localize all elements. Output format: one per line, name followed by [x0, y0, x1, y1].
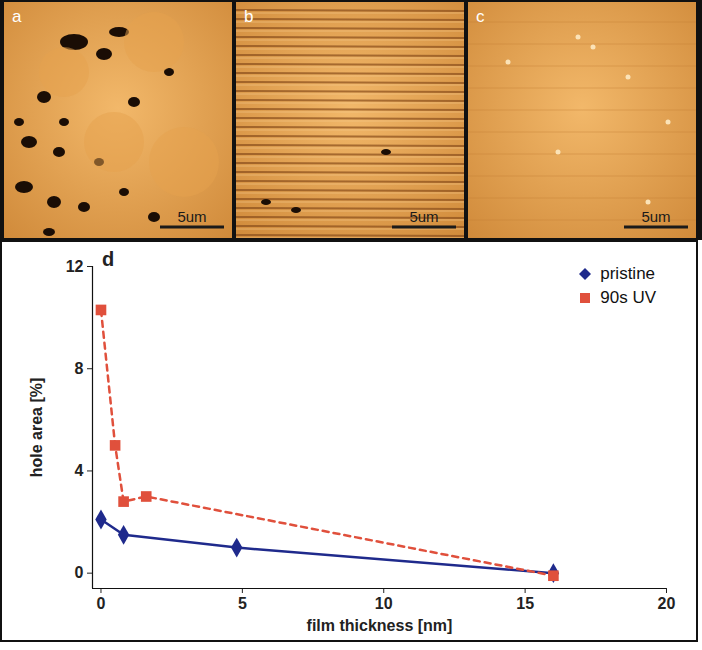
- svg-text:10: 10: [375, 595, 393, 612]
- svg-text:5um: 5um: [409, 208, 438, 225]
- svg-text:12: 12: [66, 258, 84, 275]
- svg-text:15: 15: [516, 595, 534, 612]
- svg-text:0: 0: [75, 564, 84, 581]
- svg-text:film thickness [nm]: film thickness [nm]: [307, 617, 453, 634]
- html-text:d: d: [102, 248, 115, 270]
- svg-text:5um: 5um: [641, 208, 670, 225]
- svg-text:c: c: [476, 7, 485, 26]
- svg-text:20: 20: [658, 595, 676, 612]
- svg-text:hole area [%]: hole area [%]: [28, 378, 45, 478]
- html-text:pristine: pristine: [600, 264, 656, 283]
- svg-text:0: 0: [97, 595, 106, 612]
- svg-text:5: 5: [238, 595, 247, 612]
- svg-text:a: a: [12, 7, 22, 26]
- svg-text:4: 4: [75, 462, 84, 479]
- html-text:90s UV: 90s UV: [600, 288, 656, 307]
- svg-text:b: b: [244, 7, 253, 26]
- svg-text:5um: 5um: [177, 208, 206, 225]
- svg-text:8: 8: [75, 360, 84, 377]
